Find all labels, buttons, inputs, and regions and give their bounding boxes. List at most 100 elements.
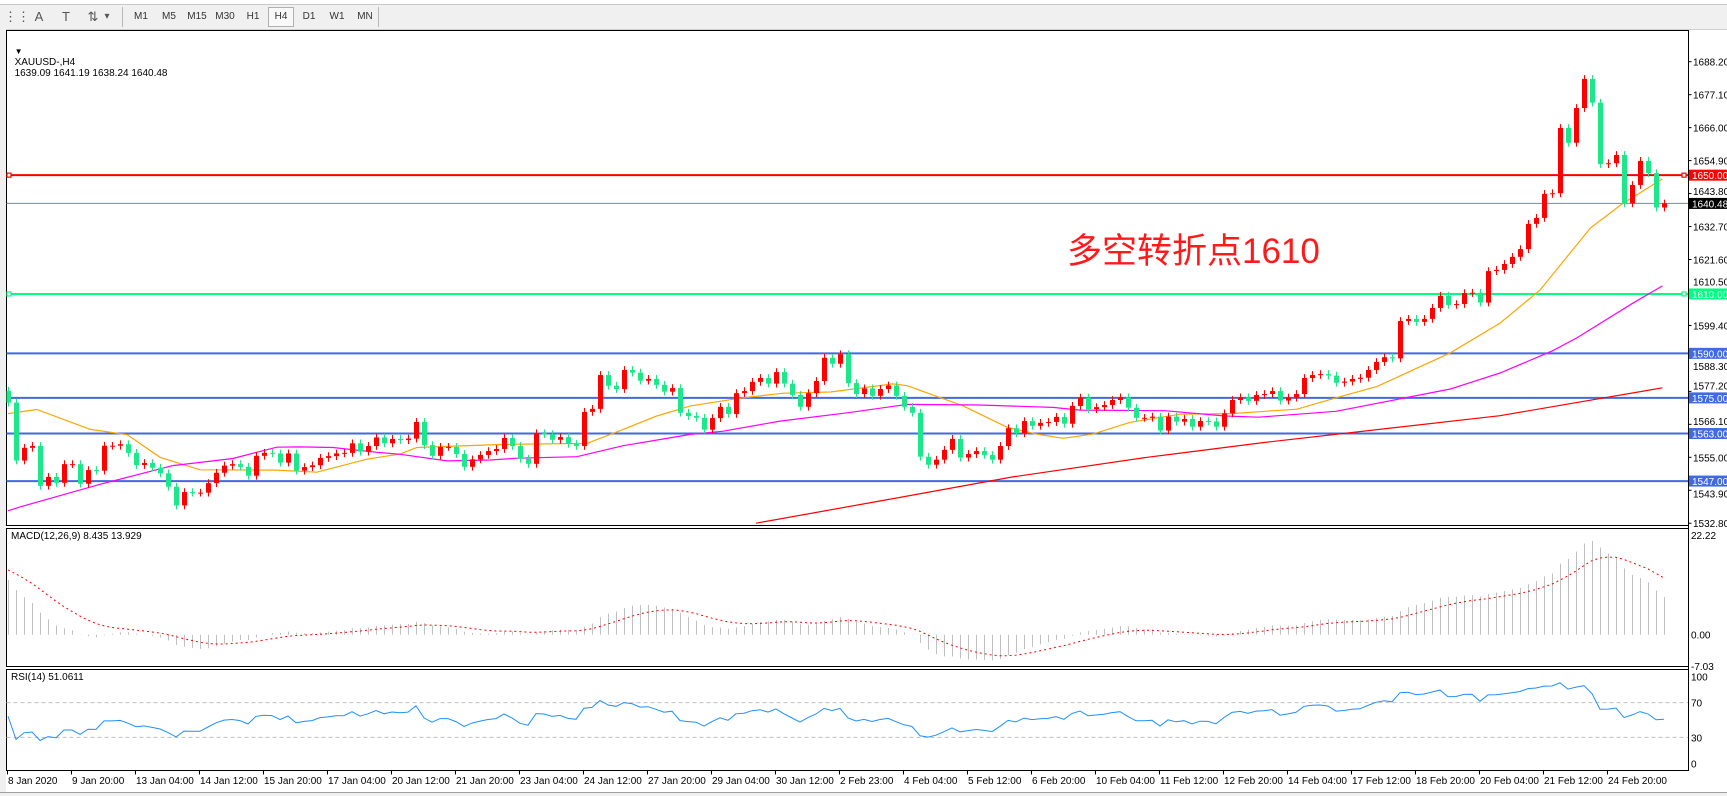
candle-body [350, 443, 355, 453]
candle-body [390, 438, 395, 444]
candle-body [398, 438, 403, 441]
candle [310, 461, 315, 471]
macd-pane[interactable] [6, 528, 1689, 667]
candle-body [478, 454, 483, 460]
candle [1150, 412, 1155, 422]
main-pane[interactable] [6, 30, 1689, 526]
candle [1662, 199, 1667, 212]
candle-body [1134, 407, 1139, 418]
candle [814, 377, 819, 398]
candle [1198, 417, 1203, 431]
price-axis-label: 1577.20 [1693, 381, 1727, 392]
candle [1006, 424, 1011, 450]
dropdown-icon[interactable]: ▾ [104, 11, 110, 22]
candle [350, 439, 355, 457]
candle [1358, 373, 1363, 383]
toolbar: ⋮⋮ A T ⇅ ▾ M1 M5 M15 M30 H1 H4 D1 W1 MN [0, 0, 1727, 30]
candle [870, 384, 875, 400]
candle [694, 412, 699, 422]
candle-body [1478, 292, 1483, 303]
timeframe-button-m15[interactable]: M15 [187, 11, 207, 22]
timeframe-button-h4[interactable]: H4 [268, 7, 294, 27]
candle [1110, 396, 1115, 409]
candle-body [454, 446, 459, 455]
candle-body [222, 465, 227, 473]
level-anchor-marker[interactable] [6, 172, 12, 178]
price-tag-label: 1650.00 [1692, 171, 1727, 182]
candle-body [758, 378, 763, 382]
candle-body [262, 452, 267, 456]
candle-body [726, 406, 731, 414]
collapse-triangle-icon[interactable]: ▼ [14, 47, 23, 56]
candle-body [1398, 320, 1403, 359]
candle [318, 454, 323, 470]
candle [1486, 267, 1491, 307]
candle [726, 402, 731, 418]
time-axis-label: 2 Feb 23:00 [840, 776, 894, 787]
toolbar-separator [122, 7, 123, 27]
price-tag-label: 1563.00 [1692, 430, 1727, 441]
candle [142, 459, 147, 469]
text-label-tool-icon[interactable]: T [62, 9, 70, 24]
candle-body [734, 393, 739, 414]
candle [702, 413, 707, 434]
timeframe-button-d1[interactable]: D1 [302, 11, 316, 22]
current-price-tag [1689, 197, 1727, 209]
timeframe-button-w1[interactable]: W1 [329, 11, 345, 22]
candle [1118, 393, 1123, 404]
level-anchor-marker[interactable] [6, 291, 12, 297]
candle-body [1582, 78, 1587, 109]
candle [1286, 393, 1291, 405]
candle-body [1294, 394, 1299, 398]
timeframe-button-m30[interactable]: M30 [215, 11, 235, 22]
candle-body [886, 385, 891, 389]
candle-body [374, 437, 379, 447]
candle [246, 462, 251, 480]
candle-body [710, 418, 715, 430]
candle-body [1206, 421, 1211, 423]
candle [1070, 402, 1075, 428]
timeframe-button-h1[interactable]: H1 [246, 11, 260, 22]
candle [718, 402, 723, 422]
candle [46, 473, 51, 490]
timeframe-button-mn[interactable]: MN [357, 11, 373, 22]
candle-body [1254, 394, 1259, 401]
candle [1590, 75, 1595, 107]
candle [78, 460, 83, 488]
time-axis-label: 20 Feb 04:00 [1480, 776, 1539, 787]
price-axis-label: 1688.20 [1693, 58, 1727, 69]
rsi-pane[interactable] [6, 669, 1689, 771]
candle [1342, 377, 1347, 387]
candle [110, 441, 115, 450]
time-axis-label: 21 Feb 12:00 [1544, 776, 1603, 787]
candle-body [286, 453, 291, 463]
candle-body [238, 464, 243, 467]
candle [1566, 124, 1571, 147]
candle-body [494, 448, 499, 452]
candle [614, 381, 619, 393]
candle [958, 435, 963, 462]
arrows-tool-icon[interactable]: ⇅ [87, 9, 99, 24]
candle-body [542, 433, 547, 435]
candle [862, 384, 867, 398]
candle [358, 439, 363, 456]
level-anchor-marker[interactable] [1681, 172, 1687, 178]
candle-body [430, 445, 435, 456]
candle [1502, 260, 1507, 274]
candle [934, 455, 939, 469]
timeframe-button-m5[interactable]: M5 [162, 11, 176, 22]
timeframe-button-m1[interactable]: M1 [134, 11, 148, 22]
price-axis-label: 1543.90 [1693, 490, 1727, 501]
candle-body [246, 466, 251, 476]
candle [1102, 401, 1107, 411]
candle [366, 442, 371, 456]
time-axis-label: 24 Feb 20:00 [1608, 776, 1667, 787]
candle [1030, 417, 1035, 430]
text-tool-icon[interactable]: A [34, 9, 44, 24]
annotation-text[interactable]: 多空转折点1610 [1067, 232, 1320, 271]
time-axis-label: 13 Jan 04:00 [136, 776, 194, 787]
candle-body [1230, 399, 1235, 414]
candle [1638, 157, 1643, 189]
level-anchor-marker[interactable] [1681, 291, 1687, 297]
